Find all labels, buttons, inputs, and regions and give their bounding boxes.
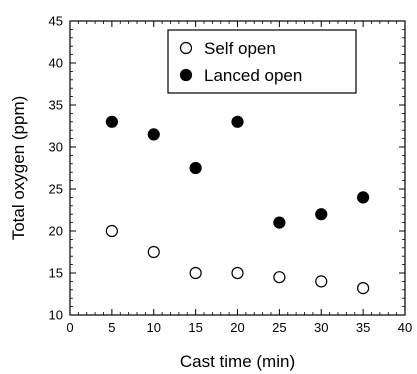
data-points [105, 115, 370, 295]
self-open-point [147, 245, 160, 259]
legend-label: Self open [204, 39, 276, 58]
axes: 0 5 10 15 20 25 30 35 40 10 15 20 25 30 35 40 45 [49, 14, 413, 336]
lanced-open-point [315, 208, 328, 221]
x-tick-label: 10 [147, 320, 161, 335]
legend-marker-self-open [179, 41, 193, 55]
x-tick-label: 15 [188, 320, 202, 335]
y-tick-label: 45 [49, 14, 63, 29]
x-tick-label: 25 [272, 320, 286, 335]
lanced-open-point [105, 115, 118, 128]
y-tick-label: 35 [49, 98, 63, 113]
legend-box [167, 29, 357, 94]
lanced-open-point [147, 128, 160, 141]
x-tick-label: 30 [314, 320, 328, 335]
y-tick-label: 20 [49, 224, 63, 239]
lanced-open-point [231, 115, 244, 128]
legend-label: Lanced open [204, 66, 302, 85]
x-tick-label: 0 [66, 320, 73, 335]
self-open-point [357, 282, 370, 295]
y-tick-label: 40 [49, 56, 63, 71]
y-axis-title: Total oxygen (ppm) [9, 96, 28, 241]
x-tick-label: 35 [356, 320, 370, 335]
self-open-point [189, 266, 202, 280]
self-open-point [231, 266, 244, 280]
lanced-open-point [357, 191, 370, 204]
legend: Self open Lanced open [167, 29, 357, 94]
x-tick-label: 40 [398, 320, 412, 335]
y-tick-label: 15 [49, 266, 63, 281]
y-tick-label: 25 [49, 182, 63, 197]
y-tick-label: 30 [49, 140, 63, 155]
lanced-open-point [189, 161, 202, 175]
self-open-point [105, 224, 118, 238]
legend-marker-lanced-open [179, 68, 193, 82]
x-axis-title: Cast time (min) [180, 352, 295, 371]
self-open-point [273, 271, 286, 284]
y-tick-label: 10 [49, 308, 63, 323]
x-tick-label: 20 [230, 320, 244, 335]
x-tick-label: 5 [108, 320, 115, 335]
lanced-open-point [273, 216, 286, 229]
self-open-point [315, 275, 328, 288]
